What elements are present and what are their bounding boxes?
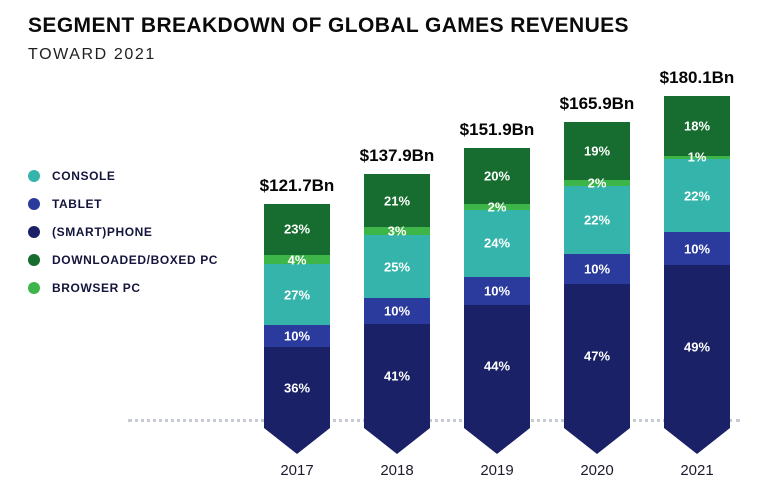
segment-percent-label: 3% (387, 223, 407, 239)
segment-percent-label: 19% (583, 143, 611, 159)
segment-percent-label: 25% (383, 259, 411, 275)
legend-label: BROWSER PC (52, 281, 141, 295)
segment-percent-label: 10% (283, 328, 311, 344)
bar-segment: 10% (464, 276, 530, 305)
bar-segment: 44% (464, 304, 530, 428)
bar-segment: 10% (364, 298, 430, 324)
legend-swatch-icon (28, 282, 40, 294)
bar-arrow-tip (464, 428, 530, 454)
bar-segment: 19% (564, 122, 630, 181)
bar-segment: 21% (364, 173, 430, 228)
bar-segment: 10% (664, 232, 730, 266)
bar-2018: 21% 3% 25% 10% 41% (364, 173, 430, 428)
segment-percent-label: 22% (683, 188, 711, 204)
legend-swatch-icon (28, 254, 40, 266)
segment-percent-label: 47% (583, 348, 611, 364)
legend: CONSOLE TABLET (SMART)PHONE DOWNLOADED/BOXE… (28, 162, 218, 302)
bar-segment: 2% (464, 199, 530, 214)
bar-segment: 18% (664, 96, 730, 156)
segment-percent-label: 23% (283, 221, 311, 237)
bar-arrow-tip (264, 428, 330, 454)
segment-percent-label: 2% (487, 199, 507, 215)
segment-percent-label: 10% (683, 241, 711, 257)
segment-percent-label: 27% (283, 287, 311, 303)
bar-segment: 47% (564, 284, 630, 428)
bar-arrow-tip (564, 428, 630, 454)
bar-total-label: $121.7Bn (259, 175, 335, 195)
bar-segment: 10% (564, 253, 630, 285)
year-axis-label: 2020 (580, 462, 614, 479)
bar-segment: 20% (464, 148, 530, 205)
segment-percent-label: 22% (583, 212, 611, 228)
legend-label: CONSOLE (52, 169, 116, 183)
segment-percent-label: 2% (587, 175, 607, 191)
legend-item: (SMART)PHONE (28, 218, 218, 246)
bar-2019: 20% 2% 24% 10% 44% (464, 148, 530, 428)
segment-percent-label: 20% (483, 168, 511, 184)
bar-total-label: $151.9Bn (459, 120, 535, 140)
bar-segment: 23% (264, 203, 330, 256)
bar-segment: 1% (664, 150, 730, 165)
legend-item: BROWSER PC (28, 274, 218, 302)
legend-swatch-icon (28, 226, 40, 238)
segment-percent-label: 41% (383, 368, 411, 384)
segment-percent-label: 10% (483, 283, 511, 299)
segment-percent-label: 44% (483, 358, 511, 374)
legend-label: TABLET (52, 197, 103, 211)
legend-label: (SMART)PHONE (52, 225, 153, 239)
bar-segment: 22% (664, 159, 730, 233)
segment-percent-label: 10% (383, 303, 411, 319)
bar-2021: 18% 1% 22% 10% 49% (664, 96, 730, 428)
bar-segment: 4% (264, 252, 330, 268)
segment-percent-label: 1% (687, 149, 707, 165)
segment-percent-label: 10% (583, 261, 611, 277)
bar-segment: 10% (264, 324, 330, 348)
bar-total-label: $137.9Bn (359, 145, 435, 165)
bar-segment: 2% (564, 176, 630, 191)
legend-item: TABLET (28, 190, 218, 218)
bar-segment: 25% (364, 234, 430, 299)
bar-segment: 36% (264, 347, 330, 428)
segment-percent-label: 18% (683, 118, 711, 134)
page-subtitle: TOWARD 2021 (28, 46, 156, 63)
bar-segment: 41% (364, 323, 430, 428)
bar-arrow-tip (364, 428, 430, 454)
legend-label: DOWNLOADED/BOXED PC (52, 253, 219, 267)
dotted-baseline (128, 419, 740, 422)
bar-total-label: $180.1Bn (659, 68, 735, 88)
bar-segment: 49% (664, 265, 730, 428)
segment-percent-label: 49% (683, 339, 711, 355)
legend-swatch-icon (28, 198, 40, 210)
year-axis-label: 2021 (680, 462, 714, 479)
page-title: SEGMENT BREAKDOWN OF GLOBAL GAMES REVENU… (28, 14, 629, 37)
bar-arrow-tip (664, 428, 730, 454)
legend-item: DOWNLOADED/BOXED PC (28, 246, 218, 274)
bar-segment: 27% (264, 264, 330, 325)
year-axis-label: 2017 (280, 462, 314, 479)
segment-percent-label: 36% (283, 380, 311, 396)
year-axis-label: 2019 (480, 462, 514, 479)
segment-percent-label: 21% (383, 193, 411, 209)
legend-item: CONSOLE (28, 162, 218, 190)
bar-segment: 22% (564, 186, 630, 254)
legend-swatch-icon (28, 170, 40, 182)
bar-2017: 23% 4% 27% 10% 36% (264, 203, 330, 428)
bar-total-label: $165.9Bn (559, 94, 635, 114)
bar-segment: 24% (464, 209, 530, 277)
year-axis-label: 2018 (380, 462, 414, 479)
segment-percent-label: 4% (287, 252, 307, 268)
segment-percent-label: 24% (483, 235, 511, 251)
bar-segment: 3% (364, 224, 430, 239)
bar-2020: 19% 2% 22% 10% 47% (564, 122, 630, 428)
